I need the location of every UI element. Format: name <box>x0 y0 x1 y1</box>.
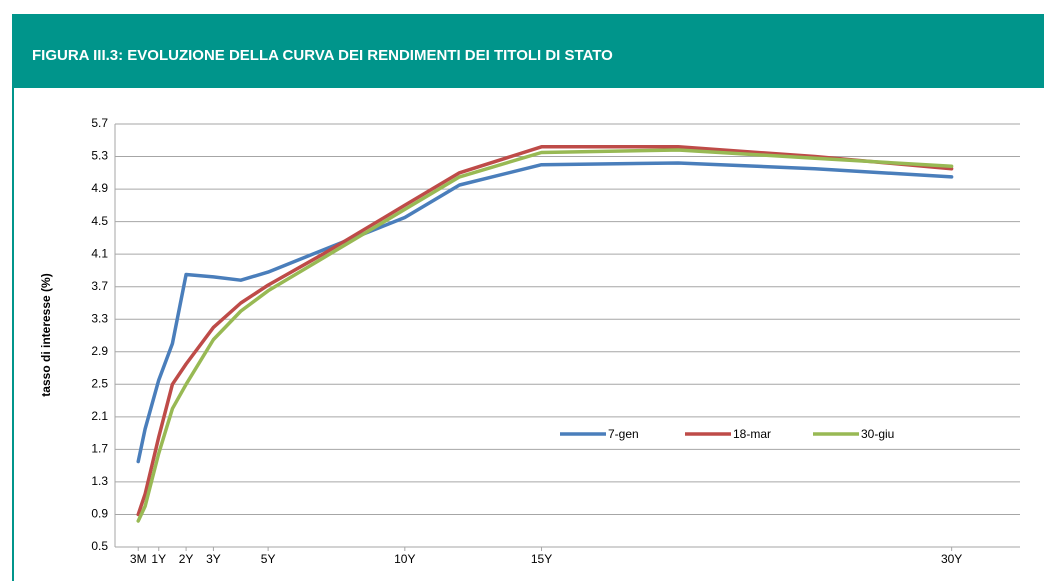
x-tick-label: 30Y <box>941 552 962 566</box>
y-tick-label: 0.5 <box>91 539 108 553</box>
y-axis-label: tasso di interesse (%) <box>39 273 53 396</box>
y-tick-label: 1.7 <box>91 442 108 456</box>
x-tick-label: 3Y <box>206 552 221 566</box>
y-tick-label: 5.7 <box>91 116 108 130</box>
x-tick-label: 2Y <box>179 552 194 566</box>
y-tick-label: 4.5 <box>91 214 108 228</box>
y-tick-label: 3.7 <box>91 279 108 293</box>
y-tick-label: 2.9 <box>91 344 108 358</box>
legend-label: 30-giu <box>861 427 894 441</box>
y-tick-label: 4.1 <box>91 246 108 260</box>
y-tick-label: 2.1 <box>91 409 108 423</box>
x-tick-label: 15Y <box>531 552 552 566</box>
y-tick-label: 2.5 <box>91 376 108 390</box>
series-line <box>136 145 954 517</box>
y-tick-label: 3.3 <box>91 311 108 325</box>
y-tick-label: 5.3 <box>91 149 108 163</box>
x-tick-label: 3M <box>130 552 147 566</box>
x-tick-label: 5Y <box>261 552 276 566</box>
y-tick-label: 0.9 <box>91 507 108 521</box>
x-tick-label: 10Y <box>394 552 415 566</box>
x-tick-label: 1Y <box>151 552 166 566</box>
y-tick-label: 1.3 <box>91 474 108 488</box>
chart-title: FIGURA III.3: EVOLUZIONE DELLA CURVA DEI… <box>32 47 613 64</box>
series-line <box>136 148 954 523</box>
legend-label: 18-mar <box>733 427 771 441</box>
y-tick-label: 4.9 <box>91 181 108 195</box>
header-band <box>12 14 1044 88</box>
legend-label: 7-gen <box>608 427 639 441</box>
series-line <box>136 161 954 464</box>
